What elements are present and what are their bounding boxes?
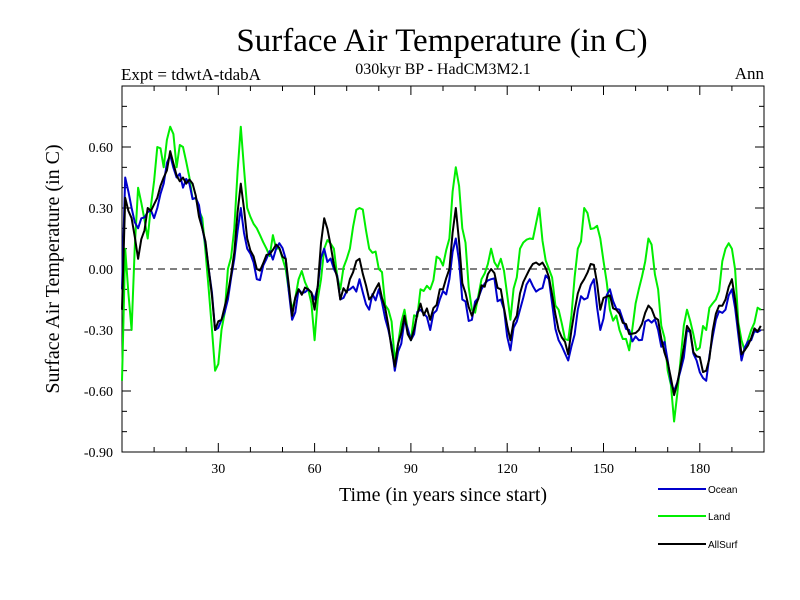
x-tick-label: 150 [593, 462, 614, 477]
y-tick-label: 0.30 [89, 202, 114, 217]
series-line-allsurf [121, 150, 762, 397]
legend-label-land: Land [708, 512, 730, 523]
x-tick-label: 30 [211, 462, 225, 477]
y-tick-label: -0.60 [84, 385, 113, 400]
x-tick-label: 60 [308, 462, 322, 477]
x-tick-label: 120 [497, 462, 518, 477]
x-tick-label: 90 [404, 462, 418, 477]
chart-title: Surface Air Temperature (in C) [236, 23, 647, 59]
season-label: Ann [735, 64, 765, 83]
series-line-land [121, 125, 762, 423]
x-tick-label: 180 [689, 462, 710, 477]
y-axis-label: Surface Air Temperature (in C) [42, 144, 64, 393]
y-tick-label: 0.60 [89, 141, 114, 156]
y-tick-label: -0.30 [84, 324, 113, 339]
legend: Ocean Land AllSurf [658, 485, 738, 551]
experiment-label: Expt = tdwtA-tdabA [121, 65, 262, 84]
series-line-ocean [121, 154, 762, 392]
axis-ticks [122, 86, 764, 452]
series-lines [121, 125, 762, 423]
y-tick-label: 0.00 [89, 263, 114, 278]
y-tick-label: -0.90 [84, 446, 113, 461]
x-axis-label: Time (in years since start) [339, 484, 547, 506]
x-tick-labels: 30 60 90 120 150 180 [211, 462, 710, 477]
legend-label-ocean: Ocean [708, 485, 737, 496]
legend-label-allsurf: AllSurf [708, 540, 738, 551]
y-tick-labels: -0.90 -0.60 -0.30 0.00 0.30 0.60 [84, 141, 113, 461]
chart-subtitle: 030kyr BP - HadCM3M2.1 [355, 61, 530, 78]
